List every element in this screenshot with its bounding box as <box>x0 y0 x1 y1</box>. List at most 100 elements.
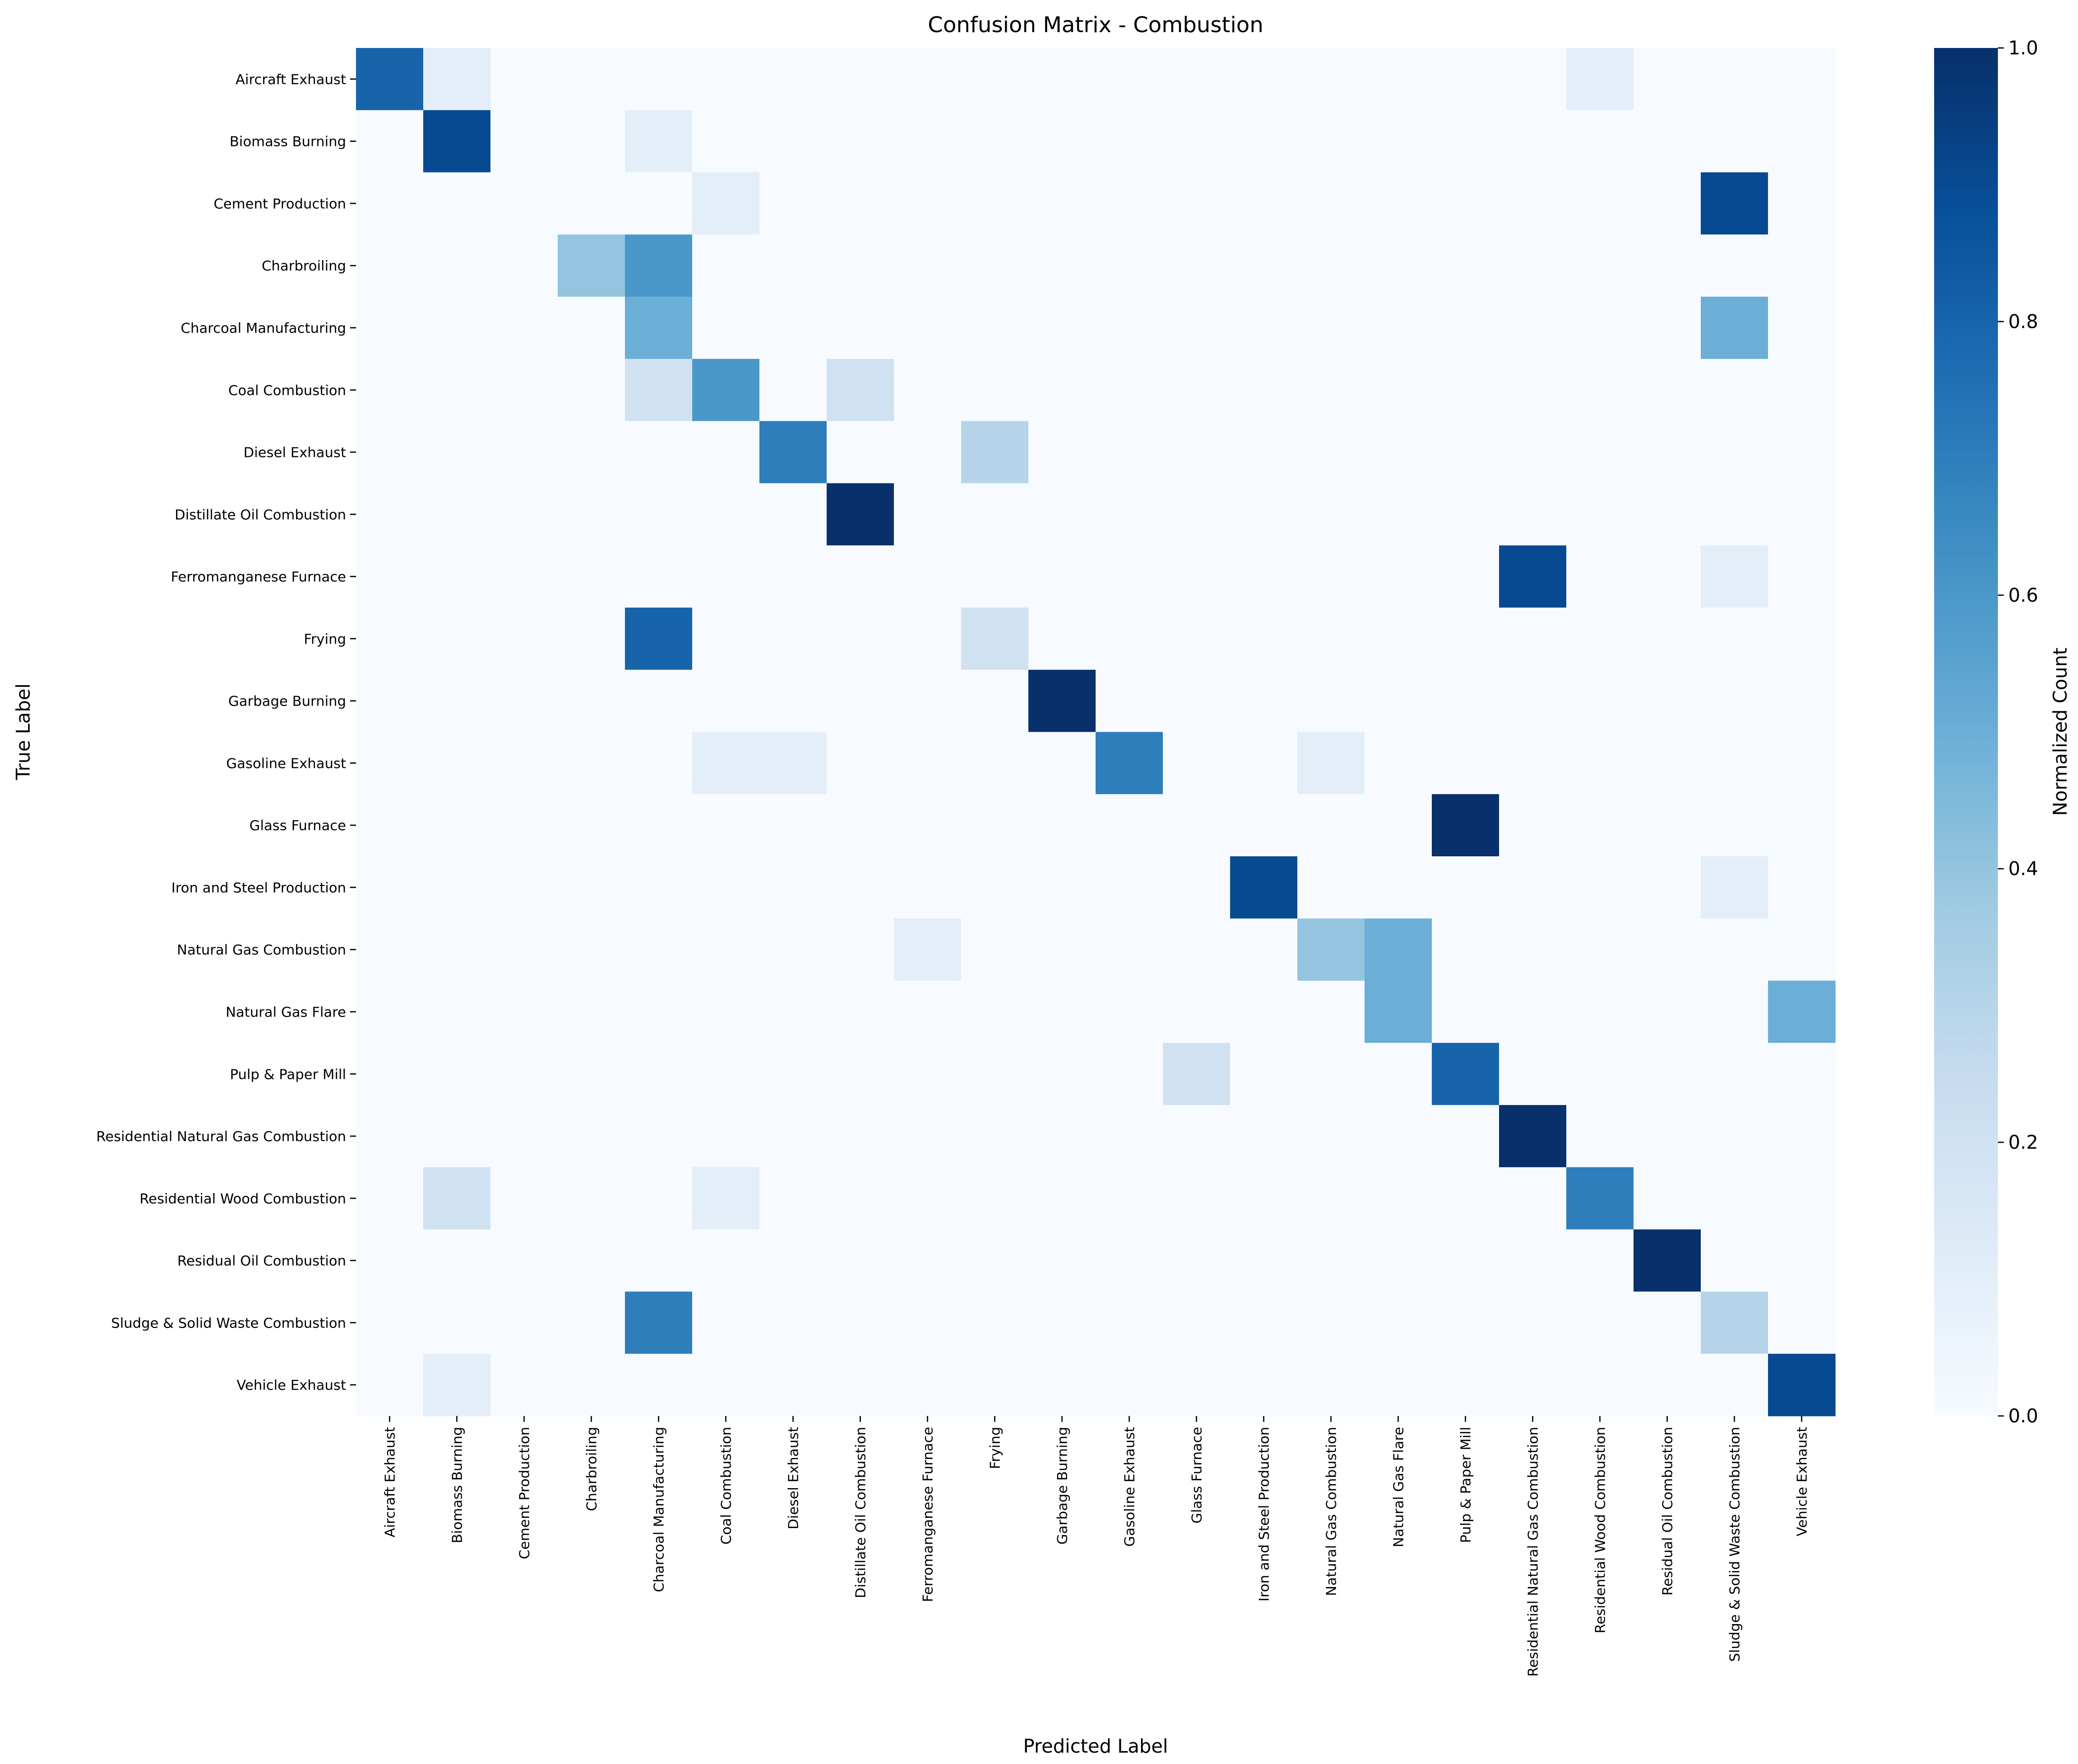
heatmap-cell <box>1499 1167 1567 1230</box>
heatmap-cell <box>961 1167 1029 1230</box>
x-tick-label: Cement Production <box>516 1427 532 1559</box>
heatmap-cell <box>759 297 827 359</box>
heatmap-cell <box>423 980 491 1043</box>
heatmap-cell <box>692 1043 760 1105</box>
heatmap-cell <box>1365 48 1432 111</box>
heatmap-cell <box>961 1291 1029 1354</box>
heatmap-cell <box>1768 297 1836 359</box>
heatmap-cell <box>356 669 424 733</box>
heatmap-cell <box>692 1167 760 1230</box>
y-tick-label: Charbroiling <box>262 258 346 274</box>
heatmap-cell <box>1432 358 1500 422</box>
heatmap-cell <box>558 1167 625 1230</box>
y-tick-label: Glass Furnace <box>249 817 346 834</box>
heatmap-cell <box>1499 358 1567 422</box>
heatmap-cell <box>1768 483 1836 546</box>
heatmap-cell <box>1365 856 1432 919</box>
heatmap-cell <box>1163 856 1231 919</box>
heatmap-cell <box>1365 918 1432 981</box>
heatmap-cell <box>558 297 625 359</box>
heatmap-cell <box>1028 1167 1096 1230</box>
heatmap-cell <box>1432 110 1500 173</box>
heatmap-cell <box>1297 794 1365 857</box>
heatmap-cell <box>1028 483 1096 546</box>
heatmap-cell <box>1163 918 1231 981</box>
y-tick-label: Natural Gas Flare <box>225 1004 346 1020</box>
heatmap-cells <box>356 48 1836 1416</box>
heatmap-cell <box>423 1167 491 1230</box>
heatmap-cell <box>1566 1354 1634 1416</box>
y-tick-label: Garbage Burning <box>228 693 346 709</box>
heatmap-cell <box>1297 48 1365 111</box>
heatmap-cell <box>1297 110 1365 173</box>
heatmap-cell <box>1297 980 1365 1043</box>
heatmap-cell <box>1297 421 1365 484</box>
heatmap-cell <box>1365 1354 1432 1416</box>
heatmap-cell <box>692 856 760 919</box>
heatmap-cell <box>1230 1105 1298 1168</box>
colorbar-tick-label: 0.0 <box>2008 1405 2038 1427</box>
heatmap-cell <box>1230 234 1298 297</box>
heatmap-cell <box>1365 1229 1432 1292</box>
heatmap-cell <box>1365 607 1432 670</box>
heatmap-cell <box>1566 1043 1634 1105</box>
x-tick-label: Frying <box>987 1427 1003 1469</box>
colorbar-tick-label: 0.6 <box>2008 584 2038 606</box>
heatmap-cell <box>356 732 424 794</box>
heatmap-cell <box>625 172 693 235</box>
heatmap-cell <box>1701 732 1769 794</box>
y-tick-label: Natural Gas Combustion <box>177 942 346 958</box>
heatmap-cell <box>1096 1229 1163 1292</box>
heatmap-cell <box>894 794 962 857</box>
heatmap-cell <box>1432 48 1500 111</box>
heatmap-cell <box>1634 421 1701 484</box>
heatmap-cell <box>1028 732 1096 794</box>
heatmap-cell <box>558 918 625 981</box>
heatmap-cell <box>1028 1291 1096 1354</box>
heatmap-cell <box>1230 48 1298 111</box>
heatmap-cell <box>558 980 625 1043</box>
heatmap-cell <box>1230 980 1298 1043</box>
heatmap-cell <box>1768 1229 1836 1292</box>
x-tick-label: Residential Natural Gas Combustion <box>1525 1427 1541 1676</box>
heatmap-cell <box>1768 1105 1836 1168</box>
heatmap-cell <box>827 607 894 670</box>
heatmap-cell <box>1297 1229 1365 1292</box>
heatmap-cell <box>1028 1043 1096 1105</box>
x-tick-label: Vehicle Exhaust <box>1794 1427 1810 1537</box>
heatmap-cell <box>759 1105 827 1168</box>
heatmap-cell <box>356 1043 424 1105</box>
heatmap-cell <box>1365 1105 1432 1168</box>
heatmap-cell <box>1230 545 1298 608</box>
heatmap-cell <box>1432 483 1500 546</box>
heatmap-cell <box>1230 732 1298 794</box>
heatmap-cell <box>1634 1354 1701 1416</box>
heatmap-cell <box>1028 110 1096 173</box>
heatmap-cell <box>490 980 558 1043</box>
heatmap-cell <box>827 918 894 981</box>
heatmap-cell <box>827 1354 894 1416</box>
heatmap-cell <box>625 483 693 546</box>
heatmap-cell <box>1028 545 1096 608</box>
heatmap-cell <box>961 483 1029 546</box>
heatmap-cell <box>894 1167 962 1230</box>
heatmap-cell <box>1499 48 1567 111</box>
y-tick-label: Cement Production <box>214 195 346 212</box>
y-tick-label: Aircraft Exhaust <box>235 71 346 88</box>
heatmap-cell <box>1365 980 1432 1043</box>
heatmap-cell <box>1028 607 1096 670</box>
heatmap-cell <box>625 297 693 359</box>
heatmap-cell <box>1432 918 1500 981</box>
heatmap-cell <box>894 48 962 111</box>
heatmap-cell <box>1768 732 1836 794</box>
heatmap-cell <box>1701 856 1769 919</box>
heatmap-cell <box>625 607 693 670</box>
heatmap-cell <box>356 980 424 1043</box>
heatmap-cell <box>1432 545 1500 608</box>
heatmap-cell <box>894 1105 962 1168</box>
heatmap-cell <box>423 669 491 733</box>
heatmap-cell <box>827 732 894 794</box>
y-tick-labels: Aircraft Exhaust Biomass Burning Cement Pr… <box>96 71 356 1393</box>
heatmap-cell <box>625 545 693 608</box>
heatmap-cell <box>1028 234 1096 297</box>
